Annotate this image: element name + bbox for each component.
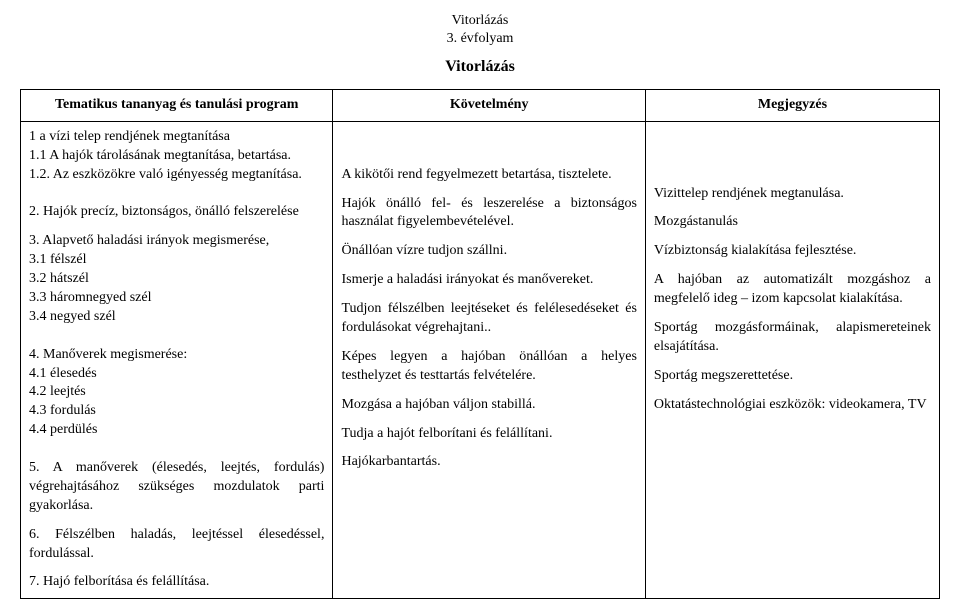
cell-topic: 1 a vízi telep rendjének megtanítása 1.1… <box>21 121 333 598</box>
topic-line: 1 a vízi telep rendjének megtanítása <box>29 128 324 147</box>
req-line: Hajók önálló fel- és leszerelése a bizto… <box>341 195 636 233</box>
table-header-row: Tematikus tananyag és tanulási program K… <box>21 90 940 122</box>
header-main: Vitorlázás <box>20 57 940 77</box>
note-line: Sportág megszerettetése. <box>654 367 931 386</box>
topic-line: 1.2. Az eszközökre való igényesség megta… <box>29 166 324 185</box>
note-line: Vizittelep rendjének megtanulása. <box>654 185 931 204</box>
req-line: Tudja a hajót felborítani és felállítani… <box>341 425 636 444</box>
req-line: A kikötői rend fegyelmezett betartása, t… <box>341 166 636 185</box>
req-line: Önállóan vízre tudjon szállni. <box>341 242 636 261</box>
header-line1: Vitorlázás <box>20 12 940 30</box>
note-line: A hajóban az automatizált mozgáshoz a me… <box>654 271 931 309</box>
topic-line: 3.2 hátszél <box>29 270 324 289</box>
req-line: Tudjon félszélben leejtéseket és feléles… <box>341 300 636 338</box>
topic-line: 7. Hajó felborítása és felállítása. <box>29 573 324 592</box>
req-line: Ismerje a haladási irányokat és manővere… <box>341 271 636 290</box>
topic-line: 6. Félszélben haladás, leejtéssel élesed… <box>29 526 324 564</box>
topic-line: 4.4 perdülés <box>29 421 324 440</box>
col-header-note: Megjegyzés <box>645 90 939 122</box>
note-line: Mozgástanulás <box>654 213 931 232</box>
note-line: Sportág mozgásformáinak, alapismereteine… <box>654 319 931 357</box>
topic-line: 1.1 A hajók tárolásának megtanítása, bet… <box>29 147 324 166</box>
req-line: Képes legyen a hajóban önállóan a helyes… <box>341 348 636 386</box>
topic-line: 5. A manőverek (élesedés, leejtés, fordu… <box>29 459 324 516</box>
topic-line: 4. Manőverek megismerése: <box>29 346 324 365</box>
topic-line: 4.3 fordulás <box>29 402 324 421</box>
topic-line: 3.1 félszél <box>29 251 324 270</box>
req-line: Mozgása a hajóban váljon stabillá. <box>341 396 636 415</box>
col-header-topic: Tematikus tananyag és tanulási program <box>21 90 333 122</box>
note-line: Vízbiztonság kialakítása fejlesztése. <box>654 242 931 261</box>
topic-line: 3. Alapvető haladási irányok megismerése… <box>29 232 324 251</box>
req-line: Hajókarbantartás. <box>341 453 636 472</box>
page-header: Vitorlázás 3. évfolyam Vitorlázás <box>20 12 940 77</box>
cell-requirement: A kikötői rend fegyelmezett betartása, t… <box>333 121 645 598</box>
note-line: Oktatástechnológiai eszközök: videokamer… <box>654 396 931 415</box>
topic-line: 2. Hajók precíz, biztonságos, önálló fel… <box>29 203 324 222</box>
header-line2: 3. évfolyam <box>20 30 940 48</box>
topic-line: 4.1 élesedés <box>29 365 324 384</box>
curriculum-table: Tematikus tananyag és tanulási program K… <box>20 89 940 599</box>
topic-line: 3.3 háromnegyed szél <box>29 289 324 308</box>
topic-line: 3.4 negyed szél <box>29 308 324 327</box>
topic-line: 4.2 leejtés <box>29 383 324 402</box>
table-row: 1 a vízi telep rendjének megtanítása 1.1… <box>21 121 940 598</box>
col-header-req: Követelmény <box>333 90 645 122</box>
cell-note: Vizittelep rendjének megtanulása. Mozgás… <box>645 121 939 598</box>
